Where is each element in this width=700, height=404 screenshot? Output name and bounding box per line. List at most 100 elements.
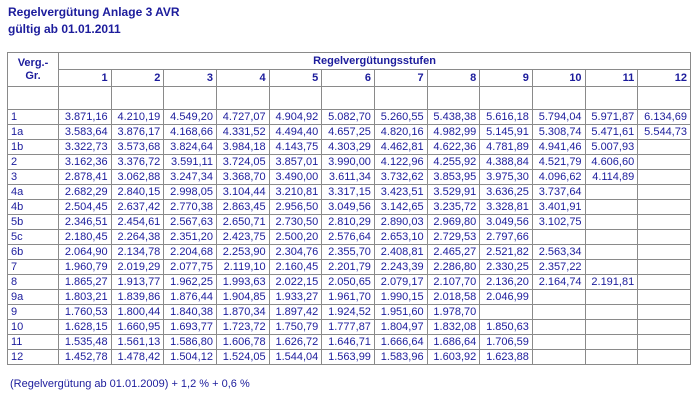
cell (637, 334, 691, 350)
cell (7, 86, 59, 110)
cell: 4.549,20 (163, 109, 217, 125)
cell (637, 304, 691, 320)
cell (584, 334, 639, 350)
row: 5b 2.346,51 2.454,61 2.567,63 2.650,71 2.730,… (7, 214, 691, 230)
cell: 1.800,44 (110, 304, 165, 320)
group-cell: 5c (7, 229, 59, 245)
cell: 1.750,79 (268, 319, 323, 335)
cell: 2.563,34 (531, 244, 586, 260)
cell: 2.465,27 (426, 244, 481, 260)
row: 10 1.628,15 1.660,95 1.693,77 1.723,72 1.750,… (7, 319, 691, 335)
step-header: 2 (110, 69, 165, 87)
cell: 3.824,64 (163, 139, 217, 155)
cell: 2.500,20 (268, 229, 323, 245)
cell: 2.136,20 (479, 274, 533, 290)
steps-header: Regelvergütungsstufen (58, 52, 691, 70)
cell: 2.286,80 (426, 259, 481, 275)
cell: 1.524,05 (215, 349, 270, 365)
cell (58, 86, 112, 110)
cell: 3.611,34 (321, 169, 375, 185)
step-header: 7 (373, 69, 428, 87)
cell: 2.046,99 (479, 289, 533, 305)
cell: 4.122,96 (373, 154, 428, 170)
cell: 1.478,42 (110, 349, 165, 365)
row: 1a 3.583,64 3.876,17 4.168,66 4.331,52 4.494,… (7, 124, 691, 140)
cell: 2.164,74 (531, 274, 586, 290)
step-header: 11 (584, 69, 639, 87)
cell: 2.346,51 (58, 214, 112, 230)
cell: 2.351,20 (163, 229, 217, 245)
cell: 3.142,65 (373, 199, 428, 215)
cell: 1.646,71 (321, 334, 375, 350)
cell: 1.628,15 (58, 319, 112, 335)
group-header: Verg.- Gr. (7, 52, 59, 87)
cell: 2.423,75 (215, 229, 270, 245)
cell (584, 229, 639, 245)
cell: 2.134,78 (110, 244, 165, 260)
group-cell: 4a (7, 184, 59, 200)
cell (584, 214, 639, 230)
cell: 2.357,22 (531, 259, 586, 275)
cell: 5.145,91 (479, 124, 533, 140)
step-header: 4 (215, 69, 270, 87)
step-header: 6 (321, 69, 375, 87)
cell: 1.803,21 (58, 289, 112, 305)
cell: 3.328,81 (479, 199, 533, 215)
step-header: 8 (426, 69, 481, 87)
cell: 1.933,27 (268, 289, 323, 305)
cell: 1.563,99 (321, 349, 375, 365)
cell: 1.606,78 (215, 334, 270, 350)
cell (637, 274, 691, 290)
cell (637, 184, 691, 200)
row: 9a 1.803,21 1.839,86 1.876,44 1.904,85 1.933,… (7, 289, 691, 305)
group-cell: 9a (7, 289, 59, 305)
cell (531, 304, 586, 320)
cell: 4.606,60 (584, 154, 639, 170)
cell: 1.666,64 (373, 334, 428, 350)
cell: 3.984,18 (215, 139, 270, 155)
cell (637, 154, 691, 170)
cell: 5.616,18 (479, 109, 533, 125)
cell (479, 86, 533, 110)
cell: 5.471,61 (584, 124, 639, 140)
cell: 4.143,75 (268, 139, 323, 155)
cell: 4.168,66 (163, 124, 217, 140)
cell: 2.243,39 (373, 259, 428, 275)
cell: 1.583,96 (373, 349, 428, 365)
cell: 3.857,01 (268, 154, 323, 170)
cell: 1.876,44 (163, 289, 217, 305)
row: 5c 2.180,45 2.264,38 2.351,20 2.423,75 2.500,… (7, 229, 691, 245)
cell (637, 214, 691, 230)
cell: 2.077,75 (163, 259, 217, 275)
cell: 3.636,25 (479, 184, 533, 200)
cell: 1.870,34 (215, 304, 270, 320)
cell: 2.650,71 (215, 214, 270, 230)
empty-row (7, 86, 691, 110)
cell: 6.134,69 (637, 109, 691, 125)
cell: 5.544,73 (637, 124, 691, 140)
step-header: 1 (58, 69, 112, 87)
title: Regelvergütung Anlage 3 AVR (8, 5, 180, 19)
cell (637, 244, 691, 260)
row: 11 1.535,48 1.561,13 1.586,80 1.606,78 1.626,… (7, 334, 691, 350)
header-row: Verg.- Gr. Regelvergütungsstufen (7, 52, 691, 87)
cell (637, 349, 691, 365)
cell: 2.180,45 (58, 229, 112, 245)
cell: 3.210,81 (268, 184, 323, 200)
row: 12 1.452,78 1.478,42 1.504,12 1.524,05 1.544,… (7, 349, 691, 365)
cell: 3.049,56 (321, 199, 375, 215)
cell: 4.255,92 (426, 154, 481, 170)
cell: 1.865,27 (58, 274, 112, 290)
row: 4b 2.504,45 2.637,42 2.770,38 2.863,45 2.956,… (7, 199, 691, 215)
cell: 2.998,05 (163, 184, 217, 200)
cell (637, 199, 691, 215)
cell: 1.561,13 (110, 334, 165, 350)
cell: 2.079,17 (373, 274, 428, 290)
group-cell: 2 (7, 154, 59, 170)
cell: 3.104,44 (215, 184, 270, 200)
cell: 1.544,04 (268, 349, 323, 365)
cell: 2.022,15 (268, 274, 323, 290)
group-cell: 7 (7, 259, 59, 275)
cell: 1.962,25 (163, 274, 217, 290)
cell: 2.637,42 (110, 199, 165, 215)
